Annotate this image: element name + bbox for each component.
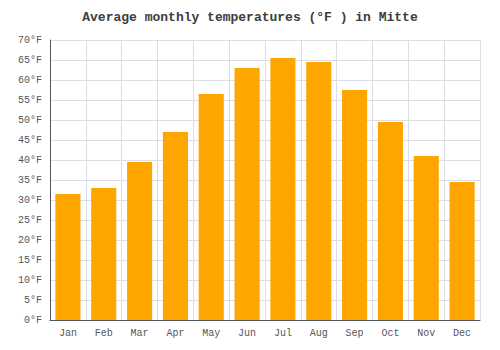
svg-text:5°F: 5°F	[24, 295, 42, 306]
svg-text:Average monthly temperatures (: Average monthly temperatures (°F ) in Mi…	[82, 10, 418, 25]
svg-text:Nov: Nov	[417, 328, 435, 339]
svg-text:Feb: Feb	[95, 328, 113, 339]
svg-text:May: May	[202, 328, 220, 339]
svg-text:Sep: Sep	[346, 328, 364, 339]
svg-text:50°F: 50°F	[18, 115, 42, 126]
svg-text:20°F: 20°F	[18, 235, 42, 246]
svg-text:Jan: Jan	[59, 328, 77, 339]
svg-text:60°F: 60°F	[18, 75, 42, 86]
svg-text:70°F: 70°F	[18, 35, 42, 46]
svg-text:0°F: 0°F	[24, 315, 42, 326]
svg-text:65°F: 65°F	[18, 55, 42, 66]
svg-text:55°F: 55°F	[18, 95, 42, 106]
svg-text:45°F: 45°F	[18, 135, 42, 146]
svg-text:Jul: Jul	[274, 328, 292, 339]
svg-text:40°F: 40°F	[18, 155, 42, 166]
svg-text:Jun: Jun	[238, 328, 256, 339]
svg-text:Mar: Mar	[131, 328, 149, 339]
svg-text:25°F: 25°F	[18, 215, 42, 226]
svg-text:Dec: Dec	[453, 328, 471, 339]
svg-text:Aug: Aug	[310, 328, 328, 339]
svg-text:35°F: 35°F	[18, 175, 42, 186]
svg-text:Apr: Apr	[166, 328, 184, 339]
svg-text:30°F: 30°F	[18, 195, 42, 206]
svg-text:10°F: 10°F	[18, 275, 42, 286]
svg-text:Oct: Oct	[381, 328, 399, 339]
svg-text:15°F: 15°F	[18, 255, 42, 266]
